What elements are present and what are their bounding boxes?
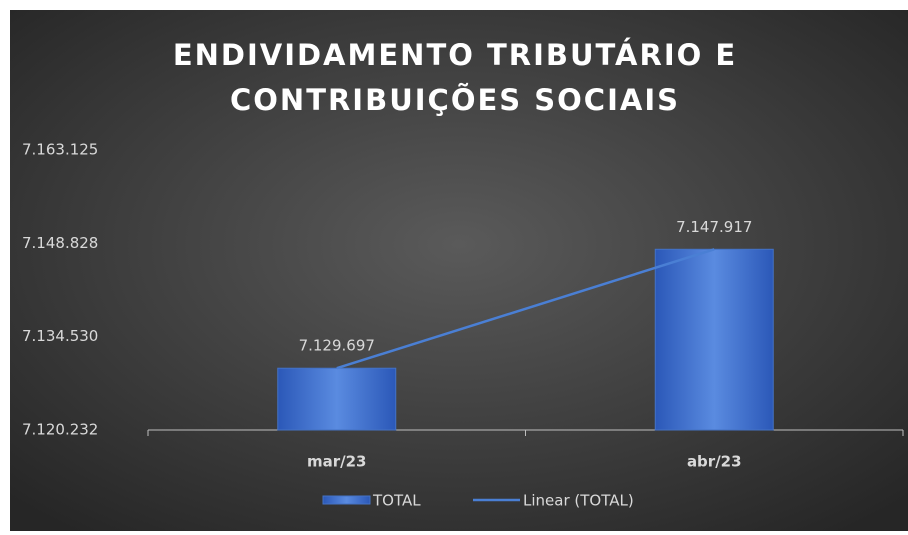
y-tick-label: 7.163.125 [22, 141, 98, 159]
x-tick-label: mar/23 [307, 453, 367, 471]
y-tick-label: 7.134.530 [22, 327, 98, 345]
legend-label: Linear (TOTAL) [523, 492, 634, 510]
trendline [336, 248, 715, 370]
y-tick-label: 7.120.232 [22, 421, 98, 439]
x-tick-label: abr/23 [687, 453, 742, 471]
chart-title-line: CONTRIBUIÇÕES SOCIAIS [230, 83, 680, 117]
bar [277, 367, 397, 431]
data-label: 7.147.917 [676, 218, 752, 236]
chart-title-line: ENDIVIDAMENTO TRIBUTÁRIO E [173, 38, 737, 72]
legend-label: TOTAL [372, 492, 421, 510]
legend-swatch [322, 495, 371, 505]
chart-title: ENDIVIDAMENTO TRIBUTÁRIO E CONTRIBUIÇÕES … [173, 38, 737, 117]
y-tick-label: 7.148.828 [22, 234, 98, 252]
bar [654, 248, 774, 431]
data-label: 7.129.697 [299, 337, 375, 355]
